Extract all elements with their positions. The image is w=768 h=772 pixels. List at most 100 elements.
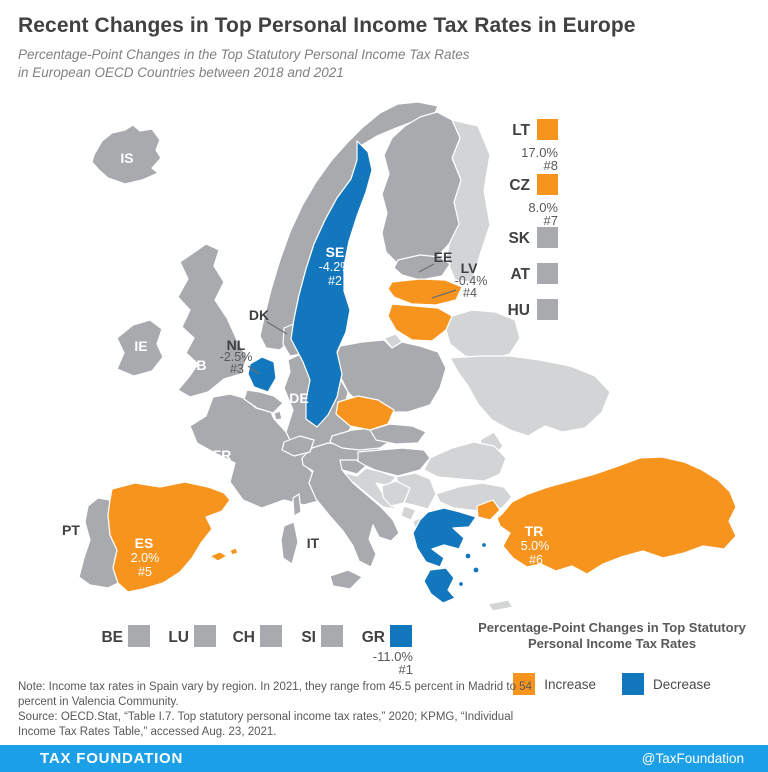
greek-island bbox=[464, 552, 472, 560]
callout-swatch-gr bbox=[390, 625, 412, 647]
map-label-dk: DK bbox=[248, 307, 270, 323]
map-label-it: IT bbox=[306, 535, 320, 551]
country-lv bbox=[387, 278, 463, 306]
callout-swatch-lt bbox=[537, 119, 558, 140]
callout-swatch-sk bbox=[537, 227, 558, 248]
pointer-line-nl bbox=[247, 365, 260, 375]
country-bg bbox=[435, 482, 513, 512]
island-balearic bbox=[209, 551, 228, 562]
subtitle-line-2: in European OECD Countries between 2018 … bbox=[18, 65, 344, 80]
source-line-1: Source: OECD.Stat, “Table I.7. Top statu… bbox=[18, 711, 514, 723]
island-balearic bbox=[229, 547, 239, 556]
map-label-tr: TR bbox=[524, 523, 544, 539]
legend-title-line-2: Personal Income Tax Rates bbox=[527, 636, 697, 651]
pointer-line-ee bbox=[418, 263, 435, 273]
callout-code-si: SI bbox=[301, 629, 316, 646]
map-rank-tr: #6 bbox=[529, 552, 543, 567]
country-ch bbox=[281, 435, 315, 457]
map-value-nl: -2.5% bbox=[219, 349, 253, 364]
country-lt bbox=[387, 303, 453, 342]
subtitle: Percentage-Point Changes in the Top Stat… bbox=[18, 46, 470, 82]
note-text: Note: Income tax rates in Spain vary by … bbox=[18, 680, 532, 709]
callout-rank-lt: #8 bbox=[543, 158, 558, 173]
country-gr bbox=[412, 507, 477, 568]
country-se bbox=[290, 140, 373, 428]
brand-name: TAX FOUNDATION bbox=[40, 750, 184, 767]
decrease-swatch bbox=[622, 673, 644, 695]
map-label-fr: FR bbox=[212, 447, 232, 463]
legend-item-decrease: Decrease bbox=[622, 673, 711, 695]
map-label-gb: GB bbox=[185, 357, 207, 373]
country-gb bbox=[177, 243, 248, 398]
twitter-handle: @TaxFoundation bbox=[641, 751, 744, 766]
callout-code-hu: HU bbox=[507, 302, 530, 319]
greek-island bbox=[480, 541, 488, 549]
country-pl bbox=[335, 339, 447, 413]
map-value-lv: -0.4% bbox=[454, 273, 488, 288]
country-ee bbox=[393, 254, 451, 281]
callout-swatch-hu bbox=[537, 299, 558, 320]
callout-code-gr: GR bbox=[361, 629, 385, 646]
country-is bbox=[91, 124, 162, 185]
callout-code-at: AT bbox=[510, 266, 530, 283]
callout-swatch-be bbox=[128, 625, 150, 647]
island-corsica bbox=[292, 493, 302, 517]
country-hr bbox=[341, 467, 397, 510]
map-label-es: ES bbox=[134, 535, 154, 551]
callout-code-ch: CH bbox=[232, 629, 255, 646]
callout-code-cz: CZ bbox=[509, 177, 530, 194]
country-ro bbox=[423, 441, 507, 482]
source-line-2: Income Tax Rates Table,” accessed Aug. 2… bbox=[18, 725, 277, 738]
map-rank-es: #5 bbox=[138, 564, 152, 579]
map-label-nl: NL bbox=[226, 337, 246, 353]
map-value-es: 2.0% bbox=[130, 550, 160, 565]
map-label-ie: IE bbox=[134, 338, 148, 354]
country-be bbox=[243, 389, 284, 414]
pointer-line-lv bbox=[431, 289, 457, 299]
legend-items: Increase Decrease bbox=[462, 673, 762, 695]
callout-swatch-at bbox=[537, 263, 558, 284]
greek-island bbox=[457, 580, 465, 588]
callout-value-cz: 8.0% bbox=[528, 200, 558, 215]
callout-rank-cz: #7 bbox=[543, 213, 558, 228]
increase-swatch bbox=[513, 673, 536, 695]
island-crete bbox=[487, 599, 514, 612]
legend-title-line-1: Percentage-Point Changes in Top Statutor… bbox=[478, 620, 746, 635]
map-rank-lv: #4 bbox=[463, 285, 477, 300]
country-rs bbox=[395, 472, 437, 510]
map-rank-nl: #3 bbox=[230, 361, 244, 376]
map-value-tr: 5.0% bbox=[520, 538, 550, 553]
callout-code-lu: LU bbox=[168, 629, 189, 646]
footer-bar: TAX FOUNDATION @TaxFoundation bbox=[0, 745, 768, 772]
country-ie bbox=[116, 319, 164, 377]
island-sardinia bbox=[280, 521, 299, 565]
map-value-se: -4.2% bbox=[318, 259, 352, 274]
country-tr bbox=[496, 456, 737, 575]
callout-value-gr: -11.0% bbox=[372, 649, 413, 664]
note-line-2: percent in Valencia Community. bbox=[18, 695, 179, 708]
map-label-is: IS bbox=[120, 150, 134, 166]
decrease-label: Decrease bbox=[653, 676, 711, 692]
callout-code-lt: LT bbox=[512, 122, 530, 139]
country-cz bbox=[335, 395, 395, 431]
island-sicily bbox=[329, 569, 363, 590]
callout-swatch-ch bbox=[260, 625, 282, 647]
increase-label: Increase bbox=[544, 676, 596, 692]
map-label-ee: EE bbox=[433, 249, 453, 265]
callout-rank-gr: #1 bbox=[398, 662, 413, 677]
country-lu bbox=[273, 410, 283, 421]
country-fi bbox=[381, 111, 462, 267]
country-es bbox=[107, 481, 231, 593]
callout-value-lt: 17.0% bbox=[521, 145, 558, 160]
country-by bbox=[445, 309, 521, 361]
callout-swatch-lu bbox=[194, 625, 216, 647]
country-tr-european bbox=[476, 499, 501, 521]
country-si bbox=[339, 459, 367, 475]
callout-code-be: BE bbox=[101, 629, 123, 646]
greek-island bbox=[472, 566, 480, 574]
country-sk bbox=[369, 423, 427, 445]
pointer-line-dk bbox=[266, 321, 288, 335]
source-text: Source: OECD.Stat, “Table I.7. Top statu… bbox=[18, 710, 513, 739]
country-me bbox=[400, 505, 417, 521]
